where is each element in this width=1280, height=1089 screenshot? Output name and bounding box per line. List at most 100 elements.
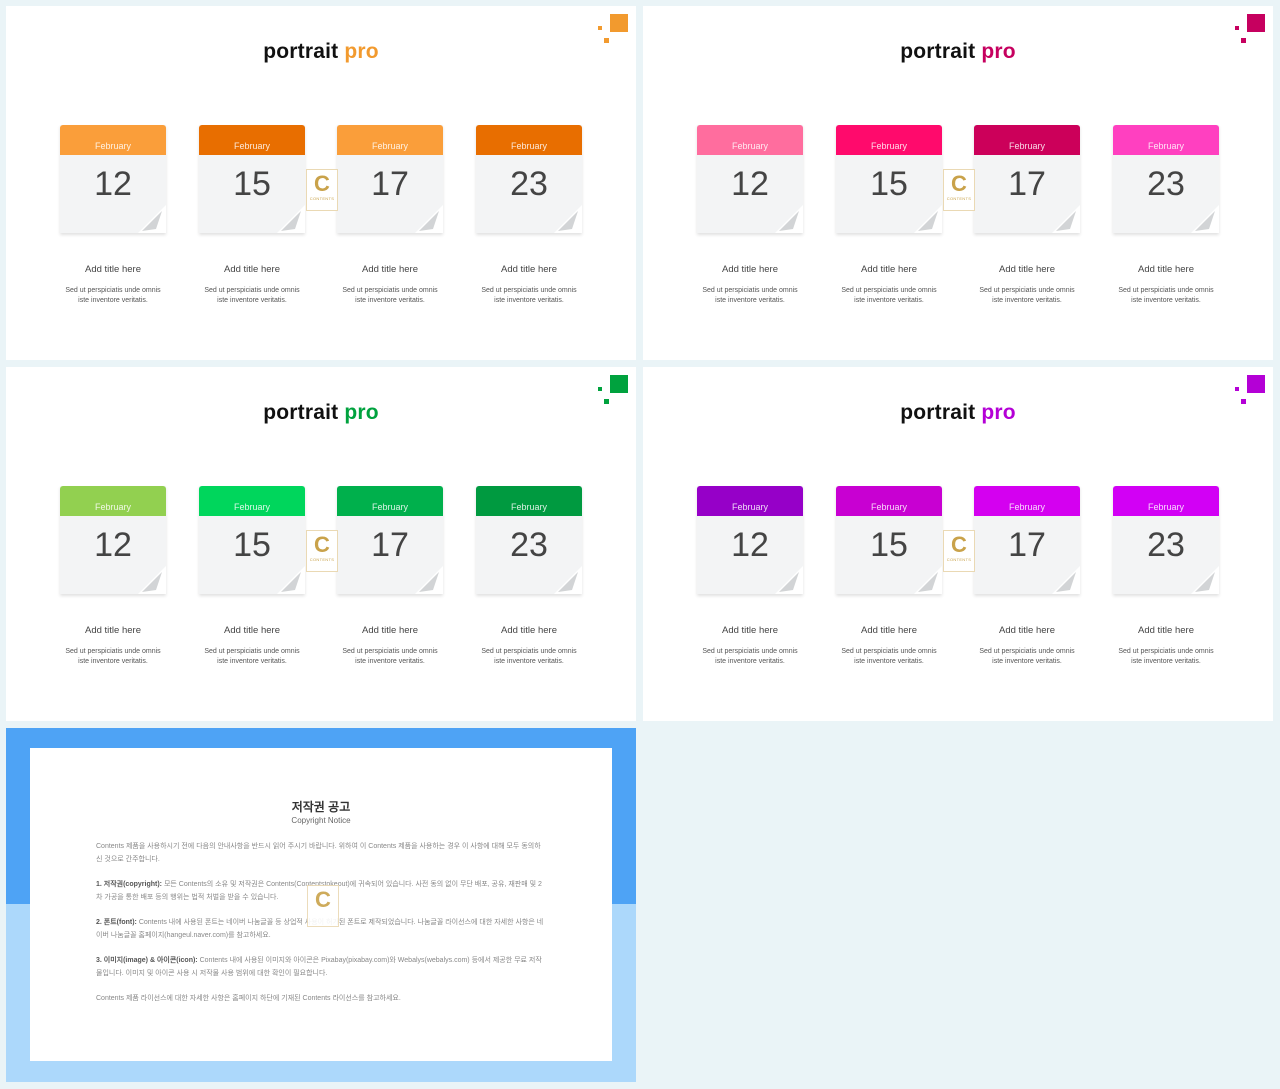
corner-square-icon bbox=[1235, 14, 1265, 44]
calendar-card: February 15 bbox=[199, 125, 305, 233]
caption-description: Sed ut perspiciatis unde omnis iste inven… bbox=[320, 286, 460, 306]
caption-line-1: Sed ut perspiciatis unde omnis bbox=[702, 287, 798, 294]
title-main: portrait bbox=[900, 40, 976, 63]
watermark-letter: C bbox=[315, 887, 331, 912]
watermark-text: CONTENTS bbox=[946, 557, 972, 562]
calendar-month: February bbox=[337, 486, 443, 516]
title-accent: pro bbox=[981, 401, 1016, 424]
card-caption: Add title here Sed ut perspiciatis unde o… bbox=[819, 264, 959, 306]
caption-title: Add title here bbox=[722, 625, 778, 636]
page-curl-icon bbox=[1191, 566, 1219, 594]
caption-line-1: Sed ut perspiciatis unde omnis bbox=[979, 648, 1075, 655]
card-caption: Add title here Sed ut perspiciatis unde o… bbox=[43, 264, 183, 306]
caption-description: Sed ut perspiciatis unde omnis iste inven… bbox=[819, 647, 959, 667]
calendar-month: February bbox=[836, 486, 942, 516]
caption-description: Sed ut perspiciatis unde omnis iste inven… bbox=[957, 286, 1097, 306]
watermark-logo: C bbox=[307, 885, 339, 927]
caption-title: Add title here bbox=[501, 625, 557, 636]
slide-title: portrait pro bbox=[643, 40, 1273, 64]
caption-title: Add title here bbox=[362, 264, 418, 275]
caption-line-1: Sed ut perspiciatis unde omnis bbox=[1118, 287, 1214, 294]
calendar-card: February 17 bbox=[974, 486, 1080, 594]
card-caption: Add title here Sed ut perspiciatis unde o… bbox=[1096, 625, 1236, 667]
page-curl-icon bbox=[914, 566, 942, 594]
page-curl-icon bbox=[775, 566, 803, 594]
title-accent: pro bbox=[344, 40, 379, 63]
calendar-day: 17 bbox=[371, 165, 409, 203]
page-curl-icon bbox=[138, 566, 166, 594]
calendar-card: February 12 bbox=[697, 125, 803, 233]
card-caption: Add title here Sed ut perspiciatis unde o… bbox=[819, 625, 959, 667]
calendar-card: February 17 bbox=[337, 486, 443, 594]
page-curl-icon bbox=[277, 205, 305, 233]
calendar-day: 12 bbox=[731, 165, 769, 203]
calendar-month: February bbox=[974, 125, 1080, 155]
card-caption: Add title here Sed ut perspiciatis unde o… bbox=[320, 264, 460, 306]
calendar-day: 15 bbox=[870, 526, 908, 564]
page-curl-icon bbox=[554, 205, 582, 233]
caption-description: Sed ut perspiciatis unde omnis iste inven… bbox=[957, 647, 1097, 667]
caption-line-2: iste inventore veritatis. bbox=[1131, 658, 1201, 665]
caption-title: Add title here bbox=[1138, 625, 1194, 636]
calendar-day: 15 bbox=[233, 165, 271, 203]
caption-line-2: iste inventore veritatis. bbox=[217, 297, 287, 304]
slide-title: portrait pro bbox=[6, 401, 636, 425]
copyright-outro: Contents 제품 라이선스에 대한 자세한 사항은 홈페이지 하단에 기재… bbox=[96, 995, 401, 1002]
page-curl-icon bbox=[914, 205, 942, 233]
calendar-month: February bbox=[60, 486, 166, 516]
watermark-logo: C CONTENTS bbox=[943, 530, 975, 572]
copyright-body: Contents 제품을 사용하시기 전에 다음의 안내사항을 반드시 읽어 주… bbox=[96, 840, 546, 1017]
calendar-day: 17 bbox=[1008, 526, 1046, 564]
caption-line-2: iste inventore veritatis. bbox=[715, 658, 785, 665]
watermark-letter: C bbox=[951, 532, 967, 557]
calendar-day: 17 bbox=[371, 526, 409, 564]
caption-line-2: iste inventore veritatis. bbox=[854, 297, 924, 304]
caption-description: Sed ut perspiciatis unde omnis iste inven… bbox=[182, 286, 322, 306]
card-caption: Add title here Sed ut perspiciatis unde o… bbox=[182, 625, 322, 667]
copyright-subtitle: Copyright Notice bbox=[291, 816, 351, 825]
card-caption: Add title here Sed ut perspiciatis unde o… bbox=[1096, 264, 1236, 306]
calendar-month: February bbox=[476, 125, 582, 155]
section-2-text: Contents 내에 사용된 폰트는 네이버 나눔글꼴 등 상업적 사용이 허… bbox=[96, 919, 544, 939]
calendar-card: February 15 bbox=[836, 125, 942, 233]
calendar-card: February 12 bbox=[60, 125, 166, 233]
watermark-letter: C bbox=[951, 171, 967, 196]
slide-orange: portrait pro February 12 Add title here Sed u… bbox=[6, 6, 636, 360]
card-caption: Add title here Sed ut perspiciatis unde o… bbox=[957, 625, 1097, 667]
calendar-day: 12 bbox=[731, 526, 769, 564]
card-caption: Add title here Sed ut perspiciatis unde o… bbox=[43, 625, 183, 667]
calendar-day: 23 bbox=[1147, 526, 1185, 564]
caption-title: Add title here bbox=[85, 264, 141, 275]
card-caption: Add title here Sed ut perspiciatis unde o… bbox=[957, 264, 1097, 306]
calendar-card: February 12 bbox=[697, 486, 803, 594]
title-accent: pro bbox=[981, 40, 1016, 63]
page-curl-icon bbox=[554, 566, 582, 594]
caption-description: Sed ut perspiciatis unde omnis iste inven… bbox=[459, 647, 599, 667]
corner-square-icon bbox=[598, 14, 628, 44]
caption-title: Add title here bbox=[999, 625, 1055, 636]
caption-line-1: Sed ut perspiciatis unde omnis bbox=[65, 648, 161, 655]
page-curl-icon bbox=[415, 566, 443, 594]
caption-line-1: Sed ut perspiciatis unde omnis bbox=[481, 287, 577, 294]
caption-line-2: iste inventore veritatis. bbox=[78, 658, 148, 665]
section-3-heading: 3. 이미지(image) & 아이콘(icon): bbox=[96, 957, 198, 964]
card-caption: Add title here Sed ut perspiciatis unde o… bbox=[182, 264, 322, 306]
caption-title: Add title here bbox=[722, 264, 778, 275]
copyright-intro: Contents 제품을 사용하시기 전에 다음의 안내사항을 반드시 읽어 주… bbox=[96, 843, 541, 863]
caption-line-1: Sed ut perspiciatis unde omnis bbox=[65, 287, 161, 294]
copyright-slide: 저작권 공고 Copyright Notice Contents 제품을 사용하… bbox=[6, 728, 636, 1082]
calendar-day: 15 bbox=[870, 165, 908, 203]
caption-line-2: iste inventore veritatis. bbox=[355, 658, 425, 665]
calendar-card: February 12 bbox=[60, 486, 166, 594]
caption-line-2: iste inventore veritatis. bbox=[1131, 297, 1201, 304]
caption-title: Add title here bbox=[85, 625, 141, 636]
caption-line-2: iste inventore veritatis. bbox=[494, 658, 564, 665]
caption-line-2: iste inventore veritatis. bbox=[992, 658, 1062, 665]
calendar-card: February 17 bbox=[337, 125, 443, 233]
calendar-day: 15 bbox=[233, 526, 271, 564]
page-curl-icon bbox=[277, 566, 305, 594]
caption-line-2: iste inventore veritatis. bbox=[78, 297, 148, 304]
caption-line-1: Sed ut perspiciatis unde omnis bbox=[204, 287, 300, 294]
calendar-day: 23 bbox=[510, 526, 548, 564]
caption-description: Sed ut perspiciatis unde omnis iste inven… bbox=[43, 647, 183, 667]
